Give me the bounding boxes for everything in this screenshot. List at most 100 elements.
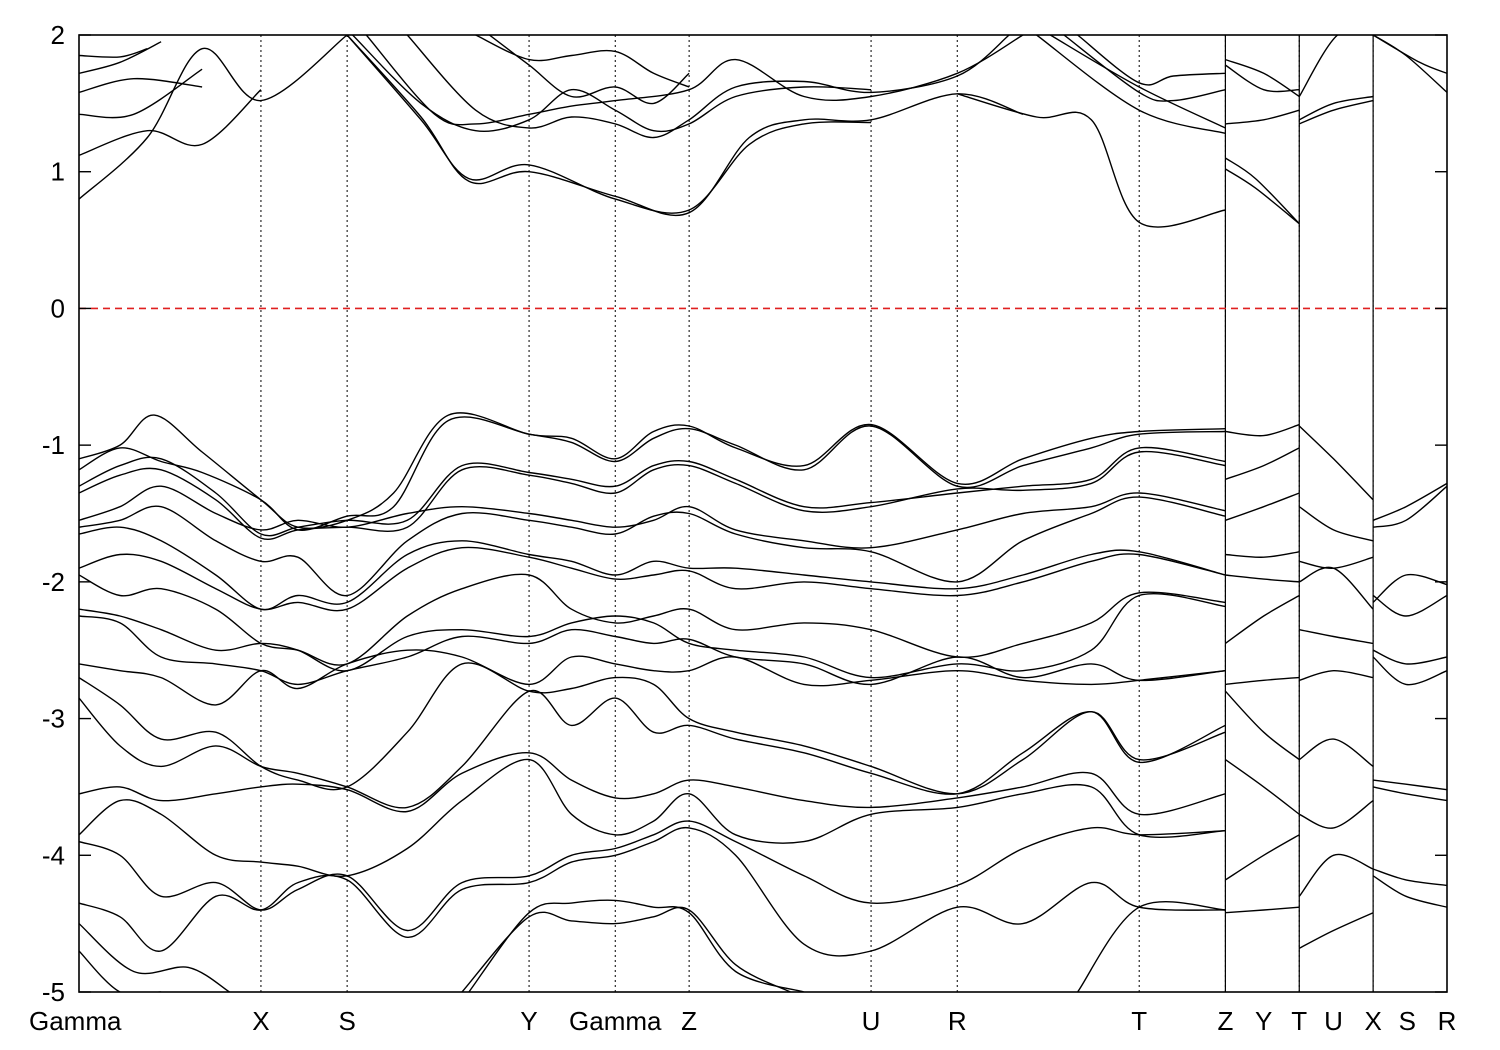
y-tick-label: -4 [42, 840, 65, 870]
y-axis: -5 -4 -3 -2 -1 0 1 2 [42, 20, 1447, 1007]
band-line [79, 592, 1226, 679]
band-line [1298, 566, 1374, 610]
x-tick-label: R [948, 1006, 967, 1036]
band-line [1224, 690, 1300, 761]
high-symmetry-gridlines [260, 35, 1374, 992]
band-line [1077, 901, 1226, 992]
band-line [1049, 35, 1226, 129]
band-line [1372, 868, 1447, 887]
band-line [468, 899, 805, 992]
band-line [1299, 800, 1374, 829]
band-line [1372, 35, 1447, 93]
band-line [1298, 738, 1374, 767]
band-line [1372, 485, 1447, 528]
x-tick-label: T [1131, 1006, 1147, 1036]
band-line [1225, 447, 1300, 480]
band-line [1298, 425, 1374, 501]
band-line [346, 35, 872, 214]
band-line [1372, 649, 1447, 665]
band-line [1224, 759, 1300, 815]
band-line [79, 48, 148, 58]
band-line [365, 35, 1024, 126]
band-line [1372, 35, 1447, 74]
band-line [79, 826, 1226, 957]
band-line [79, 416, 1226, 531]
band-line [1372, 594, 1447, 617]
band-line [79, 573, 1226, 666]
band-line [1299, 99, 1374, 125]
y-tick-label: 2 [51, 20, 65, 50]
band-line [1225, 64, 1300, 93]
band-line [1372, 656, 1447, 686]
y-tick-label: -2 [42, 567, 65, 597]
band-line [461, 906, 791, 992]
band-line [79, 649, 1226, 706]
band-line [79, 446, 1226, 537]
x-tick-label: Gamma [29, 1006, 122, 1036]
band-line [79, 923, 230, 992]
band-line [79, 485, 1226, 549]
band-line [79, 89, 262, 156]
band-line [1299, 629, 1374, 645]
band-line [79, 950, 162, 992]
band-line [79, 752, 1226, 816]
x-tick-label: X [1364, 1006, 1381, 1036]
x-tick-label: Y [520, 1006, 537, 1036]
band-line [1063, 35, 1226, 102]
band-line [1372, 573, 1447, 603]
band-line [1225, 574, 1300, 583]
band-line [79, 41, 162, 74]
band-line [79, 35, 348, 200]
band-line [1224, 157, 1300, 225]
band-line [1225, 168, 1300, 225]
band-line [79, 662, 1226, 795]
band-line [79, 615, 1226, 686]
band-line [352, 35, 872, 133]
band-line [1372, 786, 1447, 802]
y-tick-label: -5 [42, 977, 65, 1007]
x-tick-label: S [338, 1006, 355, 1036]
band-line [1225, 423, 1300, 437]
x-tick-label: Z [681, 1006, 697, 1036]
x-tick-label: Z [1217, 1006, 1233, 1036]
band-line [1372, 875, 1447, 908]
band-line [1225, 109, 1300, 125]
band-line [1299, 669, 1374, 681]
y-tick-label: 0 [51, 293, 65, 323]
x-tick-label: R [1438, 1006, 1457, 1036]
band-line [79, 450, 1226, 540]
band-line [79, 546, 1226, 612]
band-line [1373, 779, 1447, 791]
x-tick-label: U [862, 1006, 881, 1036]
band-line [406, 35, 1010, 139]
band-line [1298, 853, 1374, 897]
band-line [1372, 482, 1447, 521]
band-line [1298, 506, 1374, 542]
band-line [1225, 834, 1300, 881]
x-tick-label: Gamma [569, 1006, 662, 1036]
x-tick-label: S [1399, 1006, 1416, 1036]
band-line [1225, 676, 1300, 686]
band-line [79, 496, 1226, 597]
band-line [1298, 95, 1374, 121]
band-line [79, 820, 1226, 932]
x-tick-label: T [1291, 1006, 1307, 1036]
band-line [957, 93, 1226, 228]
x-tick-label: Y [1255, 1006, 1272, 1036]
y-tick-label: -3 [42, 704, 65, 734]
band-line [1298, 35, 1374, 97]
band-line [1224, 594, 1300, 644]
band-line [1036, 35, 1226, 135]
y-tick-label: 1 [51, 157, 65, 187]
band-line [1225, 551, 1300, 558]
band-line [79, 412, 1226, 530]
band-lines [79, 35, 1447, 992]
band-line [79, 68, 203, 119]
plot-frame [78, 34, 1448, 993]
x-axis: Gamma X S Y Gamma Z U R T Z Y T U X S R [29, 1006, 1456, 1036]
x-tick-label: X [252, 1006, 269, 1036]
band-line [1225, 906, 1300, 914]
band-line [79, 77, 203, 94]
band-line [1225, 492, 1300, 521]
